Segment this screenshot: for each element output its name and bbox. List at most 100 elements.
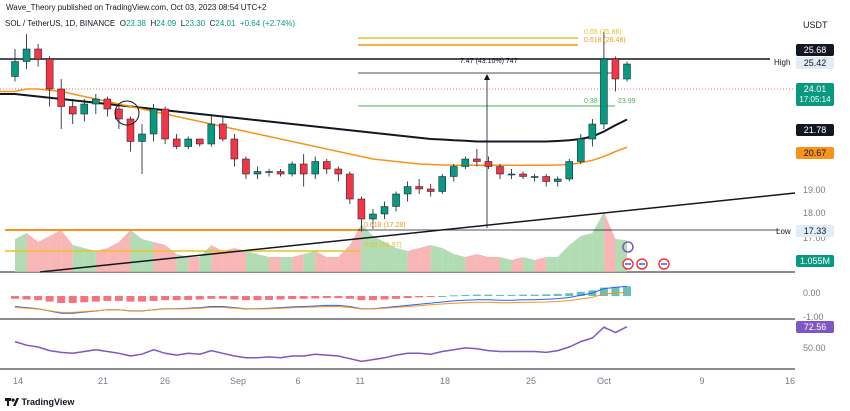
macd-histogram-bar <box>45 296 54 302</box>
publisher-text: Wave_Theory published on TradingView.com… <box>6 3 267 12</box>
candle-body <box>473 158 481 162</box>
candle-body <box>426 188 435 192</box>
fib-038-label: 0.38 <box>584 98 598 105</box>
volume-area <box>453 254 466 272</box>
macd-histogram-bar <box>184 296 193 300</box>
macd-histogram-bar <box>368 296 377 301</box>
macd-histogram-bar <box>138 296 147 302</box>
open-label: O <box>119 19 126 28</box>
volume-area <box>257 254 270 272</box>
volume-area <box>199 245 212 272</box>
ema-orange-tag: 20.67 <box>796 147 834 159</box>
candle-body <box>219 123 227 140</box>
volume-area <box>349 224 362 272</box>
volume-area <box>211 245 223 272</box>
candle-body <box>57 88 65 107</box>
macd-tick: 0.00 <box>803 288 821 298</box>
macd-histogram-bar <box>357 296 366 301</box>
candle-body <box>11 61 19 77</box>
candle-body <box>484 161 493 167</box>
change-value: +0.64 (+2.74%) <box>239 19 296 28</box>
macd-histogram-bar <box>288 296 297 300</box>
candle-body <box>172 138 181 147</box>
fib-0618-label: 0.618 (26.48) <box>584 37 626 44</box>
candle-body <box>623 63 631 80</box>
close-label: C <box>209 19 216 28</box>
low-value: 23.30 <box>185 19 206 28</box>
macd-histogram-bar <box>472 294 481 296</box>
volume-area <box>534 257 547 272</box>
event-icon <box>622 241 634 253</box>
volume-area <box>38 236 50 272</box>
macd-signal-line <box>14 291 628 313</box>
volume-area <box>407 248 420 272</box>
close-value: 24.01 <box>215 19 236 28</box>
time-tick: 6 <box>295 376 301 386</box>
macd-histogram-bar <box>438 296 447 297</box>
volume-area <box>303 251 316 272</box>
macd-histogram-bar <box>80 296 89 303</box>
candle-body <box>184 138 192 147</box>
candle-body <box>299 163 308 175</box>
macd-histogram-bar <box>426 296 435 297</box>
macd-histogram-bar <box>507 294 516 296</box>
candle-body <box>242 158 250 175</box>
candle-body <box>380 206 389 215</box>
volume-area <box>511 257 524 272</box>
volume-area <box>592 212 604 272</box>
rsi-value-tag: 72.56 <box>796 321 834 333</box>
symbol-legend: SOL / TetherUS, 1D, BINANCE O23.38 H24.0… <box>5 19 295 28</box>
candle-body <box>253 171 262 175</box>
candle-body <box>68 106 77 115</box>
current-price-tag: 24.01 <box>796 83 834 95</box>
macd-histogram-bar <box>484 294 493 296</box>
candle-body <box>369 213 377 220</box>
volume-area <box>580 233 593 272</box>
macd-histogram-bar <box>530 294 539 296</box>
volume-area <box>107 242 119 272</box>
macd-histogram-bar <box>380 296 389 300</box>
candle-body <box>276 171 285 175</box>
volume-area <box>361 224 373 272</box>
volume-area <box>372 236 385 272</box>
macd-histogram-bar <box>126 296 135 302</box>
macd-histogram-bar <box>253 296 262 301</box>
volume-area <box>280 257 293 272</box>
fib-0618b-label: 0.618 (17.28) <box>364 222 406 229</box>
macd-histogram-bar <box>114 296 123 301</box>
volume-area <box>603 212 616 272</box>
candle-body <box>126 118 135 142</box>
macd-histogram-bar <box>149 296 158 301</box>
volume-area <box>569 236 581 272</box>
volume-area <box>430 245 443 272</box>
time-tick: 26 <box>159 376 171 386</box>
volume-area <box>269 257 281 272</box>
currency-label[interactable]: USDT <box>803 20 828 30</box>
macd-histogram-bar <box>172 296 181 301</box>
candle-body <box>461 158 470 167</box>
macd-histogram-bar <box>22 296 31 300</box>
macd-histogram-bar <box>576 291 585 296</box>
candle-body <box>577 138 585 162</box>
macd-histogram-bar <box>265 296 274 300</box>
fib-038-value: 23.99 <box>618 98 636 105</box>
candle-body <box>496 166 504 175</box>
rsi-line <box>14 326 628 363</box>
volume-area <box>338 245 350 272</box>
candle-body <box>530 176 539 178</box>
symbol-name[interactable]: SOL / TetherUS, 1D, BINANCE <box>5 19 116 28</box>
macd-histogram-bar <box>299 296 308 299</box>
candle-body <box>103 98 112 110</box>
trendline <box>39 192 796 273</box>
tradingview-logo[interactable]: TradingView <box>5 397 74 407</box>
volume-area <box>245 251 258 272</box>
macd-histogram-bar <box>103 296 112 301</box>
volume-area <box>419 245 431 272</box>
macd-histogram-bar <box>311 296 320 299</box>
macd-histogram-bar <box>495 294 504 296</box>
volume-area <box>176 254 189 272</box>
candle-body <box>149 108 158 135</box>
publisher-bar: Wave_Theory published on TradingView.com… <box>0 0 850 14</box>
candle-body <box>265 171 273 173</box>
